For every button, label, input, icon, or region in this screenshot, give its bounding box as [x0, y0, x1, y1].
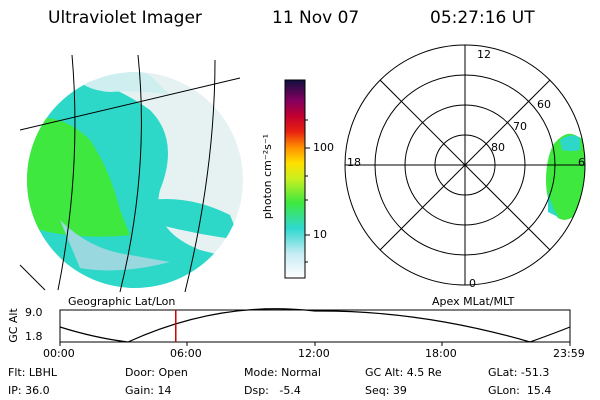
status-dsp: Dsp: -5.4	[244, 384, 301, 397]
auroral-oval	[546, 133, 585, 220]
longitude-line	[119, 54, 142, 293]
colorbar-tick-10: 10	[313, 228, 327, 241]
status-seq: Seq: 39	[365, 384, 407, 397]
status-door: Door: Open	[125, 366, 188, 379]
lat-70-label: 70	[513, 120, 527, 133]
status-glat: GLat: -51.3	[488, 366, 550, 379]
xtick-0000: 00:00	[43, 347, 75, 360]
mlt-0-label: 0	[469, 277, 476, 290]
mlt-12-label: 12	[477, 48, 491, 61]
instrument-title: Ultraviolet Imager	[48, 8, 202, 28]
status-mode: Mode: Normal	[244, 366, 321, 379]
time-label: 05:27:16 UT	[430, 8, 535, 28]
left-panel-caption: Geographic Lat/Lon	[68, 295, 176, 308]
altitude-ytick-low: 1.8	[25, 330, 43, 343]
altitude-plot	[59, 308, 571, 346]
status-glon: GLon: 15.4	[488, 384, 552, 397]
xtick-0600: 06:00	[170, 347, 202, 360]
status-ip: IP: 36.0	[8, 384, 50, 397]
lat-80-label: 80	[491, 141, 505, 154]
longitude-line	[184, 59, 216, 293]
right-panel-caption: Apex MLat/MLT	[432, 295, 515, 308]
colorbar	[284, 79, 306, 279]
uv-image-disk	[27, 72, 243, 288]
altitude-curve	[59, 308, 571, 343]
latitude-line	[19, 77, 241, 131]
polar-plot	[344, 44, 586, 286]
status-flt: Flt: LBHL	[8, 366, 57, 379]
altitude-ytick-high: 9.0	[25, 306, 43, 319]
xtick-1800: 18:00	[425, 347, 457, 360]
colorbar-ticks	[305, 119, 310, 263]
status-gc-alt: GC Alt: 4.5 Re	[365, 366, 442, 379]
geographic-grid	[19, 54, 241, 293]
date-label: 11 Nov 07	[272, 8, 360, 28]
xtick-2359: 23:59	[553, 347, 585, 360]
altitude-ylabel: GC Alt	[6, 308, 20, 343]
lat-60-label: 60	[537, 98, 551, 111]
mlt-18-label: 18	[347, 156, 361, 169]
status-gain: Gain: 14	[125, 384, 172, 397]
mlt-6-label: 6	[578, 156, 585, 169]
colorbar-tick-100: 100	[313, 141, 334, 154]
latitude-line	[19, 264, 46, 291]
colorbar-unit: photon cm⁻²s⁻¹	[261, 133, 275, 220]
xtick-1200: 12:00	[298, 347, 330, 360]
longitude-line	[57, 54, 76, 291]
